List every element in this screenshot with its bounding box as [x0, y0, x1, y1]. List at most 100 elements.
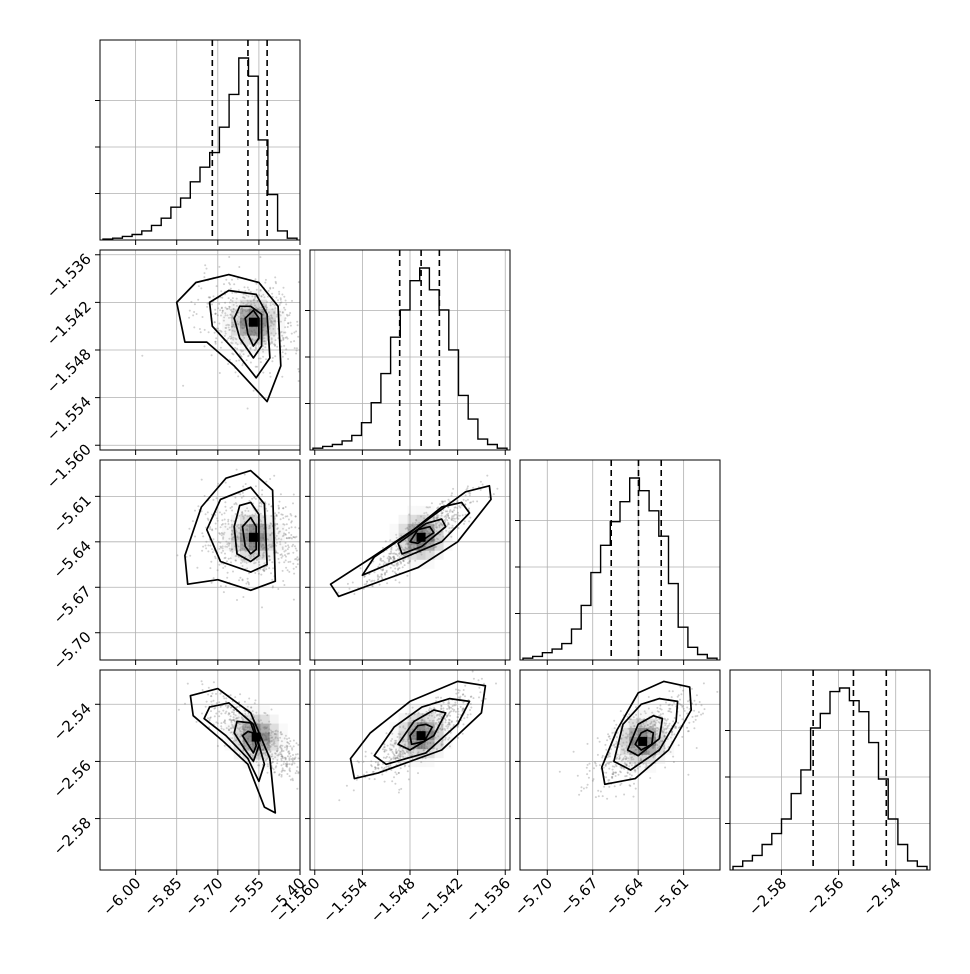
density-cell: [278, 732, 288, 742]
scatter-point: [225, 700, 227, 703]
scatter-point: [223, 283, 225, 286]
scatter-point: [420, 553, 423, 556]
scatter-point: [289, 324, 292, 327]
histogram-0: [102, 40, 298, 240]
scatter-point: [214, 527, 217, 530]
scatter-point: [247, 355, 250, 358]
scatter-point: [587, 776, 590, 779]
scatter-point: [286, 537, 288, 540]
scatter-point: [462, 689, 465, 691]
scatter-point: [288, 527, 291, 530]
density-cell: [389, 740, 399, 750]
scatter-point: [700, 713, 703, 716]
scatter-point: [268, 543, 271, 546]
scatter-point: [682, 707, 685, 710]
scatter-point: [229, 313, 232, 316]
scatter-point: [436, 515, 439, 518]
scatter-point: [246, 507, 249, 510]
scatter-point: [246, 299, 249, 302]
scatter-point: [279, 314, 282, 317]
scatter-point: [282, 336, 285, 339]
scatter-point: [224, 330, 227, 333]
scatter-point: [393, 754, 396, 757]
scatter-point: [272, 327, 275, 330]
density-peak: [248, 532, 258, 542]
scatter-point: [289, 755, 292, 758]
scatter-point: [611, 773, 614, 775]
scatter-point: [234, 513, 237, 515]
scatter-point: [269, 533, 272, 536]
scatter-point: [400, 787, 403, 790]
scatter-point: [231, 325, 234, 328]
pair-panel-1-0: [141, 256, 300, 410]
density-cell: [269, 741, 279, 751]
density-cell: [257, 308, 267, 318]
scatter-point: [234, 696, 237, 699]
density-cell: [257, 344, 267, 354]
scatter-point: [443, 519, 446, 522]
density-cell: [248, 523, 258, 533]
scatter-point: [287, 561, 290, 563]
scatter-point: [252, 553, 255, 556]
scatter-point: [372, 560, 375, 563]
scatter-point: [214, 312, 217, 315]
scatter-point: [624, 775, 627, 778]
scatter-point: [245, 561, 248, 564]
scatter-point: [452, 515, 455, 517]
y-tick-label: −5.61: [50, 492, 95, 537]
scatter-point: [276, 313, 278, 316]
scatter-point: [261, 348, 264, 351]
scatter-point: [444, 500, 446, 503]
scatter-point: [279, 301, 282, 304]
scatter-point: [253, 339, 256, 342]
scatter-point: [373, 571, 376, 574]
scatter-point: [284, 545, 287, 548]
scatter-point: [425, 506, 428, 509]
scatter-point: [457, 736, 459, 739]
scatter-point: [216, 519, 219, 522]
scatter-point: [242, 485, 245, 488]
scatter-point: [209, 296, 212, 299]
scatter-point: [227, 544, 230, 547]
scatter-point: [387, 559, 390, 562]
scatter-point: [447, 506, 450, 509]
scatter-point: [232, 531, 234, 534]
x-tick-label: −1.542: [414, 874, 466, 926]
scatter-point: [271, 561, 274, 564]
x-tick-label: −2.56: [802, 874, 847, 919]
scatter-point: [297, 335, 300, 338]
scatter-point: [223, 719, 226, 722]
panel-2-0: [100, 460, 300, 660]
scatter-point: [387, 555, 390, 558]
contour-level-4: [241, 516, 258, 555]
scatter-point: [261, 556, 264, 559]
scatter-point: [207, 693, 210, 696]
scatter-point: [201, 683, 204, 686]
scatter-point: [276, 541, 278, 544]
scatter-point: [237, 311, 240, 314]
scatter-point: [213, 707, 216, 710]
scatter-point: [287, 544, 290, 547]
scatter-point: [393, 571, 396, 574]
scatter-point: [440, 512, 443, 515]
scatter-point: [206, 302, 209, 305]
scatter-point: [449, 509, 452, 512]
scatter-point: [224, 314, 227, 317]
scatter-point: [476, 500, 479, 503]
scatter-point: [243, 560, 246, 563]
contour-level-4: [409, 525, 435, 545]
scatter-point: [287, 536, 290, 539]
scatter-point: [240, 301, 243, 304]
scatter-point: [672, 720, 675, 723]
scatter-point: [380, 573, 383, 576]
scatter-point: [237, 537, 240, 540]
scatter-point: [223, 334, 226, 337]
scatter-point: [202, 545, 205, 548]
scatter-point: [457, 716, 460, 719]
scatter-point: [464, 494, 467, 497]
scatter-point: [681, 718, 684, 721]
density-cell: [248, 308, 258, 318]
scatter-point: [224, 301, 227, 304]
scatter-point: [231, 310, 233, 313]
